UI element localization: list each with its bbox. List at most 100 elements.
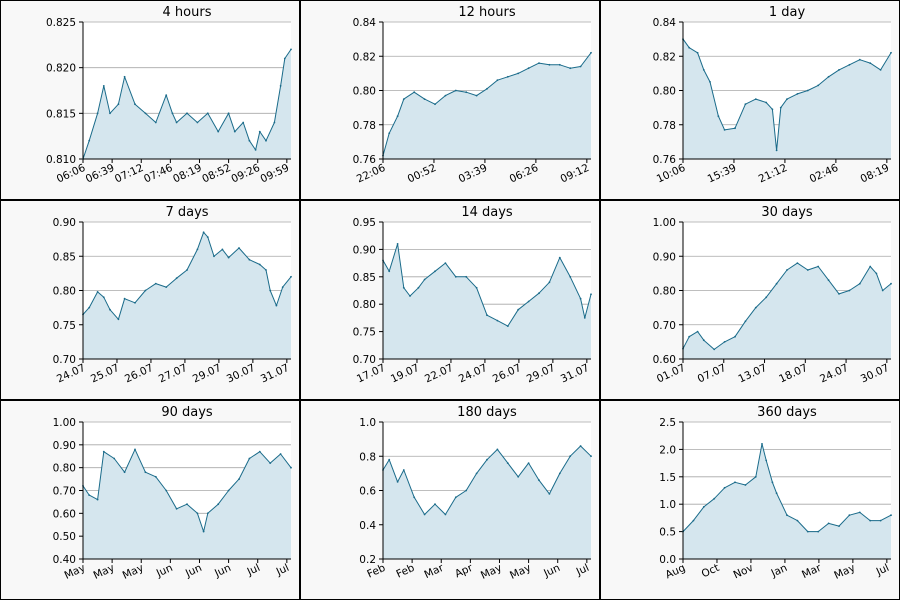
x-tick-label: Jun bbox=[154, 562, 175, 580]
data-point bbox=[186, 112, 188, 115]
data-point bbox=[717, 115, 720, 118]
x-tick-label: May bbox=[92, 562, 117, 582]
y-tick-label: 0.5 bbox=[659, 527, 676, 539]
y-tick-label: 0.6 bbox=[359, 486, 376, 498]
x-tick-label: 19.07 bbox=[389, 362, 421, 386]
data-point bbox=[696, 330, 699, 333]
data-point bbox=[838, 69, 840, 71]
y-tick-label: 1.0 bbox=[359, 417, 376, 429]
data-point bbox=[444, 262, 447, 264]
data-point bbox=[454, 275, 457, 278]
y-tick-label: 0.60 bbox=[53, 508, 76, 520]
data-point bbox=[806, 269, 809, 271]
x-tick-label: 13.07 bbox=[736, 362, 768, 386]
data-point bbox=[388, 270, 391, 273]
data-point bbox=[869, 519, 872, 522]
data-point bbox=[388, 458, 391, 461]
series-area bbox=[383, 52, 591, 159]
y-tick-label: 0.40 bbox=[53, 554, 76, 566]
data-point bbox=[123, 75, 126, 78]
data-point bbox=[506, 325, 509, 327]
series-area bbox=[83, 49, 291, 159]
data-point bbox=[423, 98, 426, 100]
data-point bbox=[779, 106, 782, 109]
data-point bbox=[186, 269, 188, 271]
data-point bbox=[796, 519, 799, 522]
data-point bbox=[702, 69, 705, 71]
data-point bbox=[579, 297, 582, 300]
chart-panel: 180 days 0.2 0.4 0.6 0.8 1.0 Feb Feb Mar Apr May Ma… bbox=[300, 400, 600, 600]
chart-panel: 1 day 0.76 0.78 0.80 0.82 0.84 10:06 15:39 21:12… bbox=[600, 0, 900, 200]
series-line bbox=[382, 52, 592, 156]
x-tick-label: May bbox=[832, 562, 857, 582]
data-point bbox=[279, 85, 282, 87]
data-point bbox=[786, 98, 788, 100]
data-point bbox=[506, 462, 509, 464]
data-point bbox=[165, 286, 168, 288]
x-tick-label: Apr bbox=[453, 562, 475, 581]
series-line bbox=[382, 243, 592, 327]
data-point bbox=[558, 472, 561, 475]
data-point bbox=[517, 475, 520, 478]
y-tick-label: 0.820 bbox=[46, 63, 76, 75]
data-point bbox=[838, 525, 840, 527]
data-point bbox=[396, 115, 399, 118]
y-tick-label: 2.5 bbox=[659, 417, 676, 429]
data-point bbox=[890, 514, 892, 517]
data-point bbox=[221, 248, 224, 251]
data-point bbox=[265, 269, 267, 271]
data-point bbox=[765, 101, 768, 104]
data-point bbox=[723, 341, 726, 343]
data-point bbox=[696, 51, 699, 54]
data-point bbox=[875, 272, 878, 275]
data-point bbox=[583, 317, 586, 319]
data-point bbox=[258, 263, 261, 266]
data-point bbox=[806, 530, 809, 533]
x-tick-label: 26.07 bbox=[491, 362, 523, 386]
data-point bbox=[817, 265, 820, 268]
data-point bbox=[713, 348, 716, 351]
data-point bbox=[402, 286, 405, 289]
data-point bbox=[475, 94, 478, 97]
chart-title: 1 day bbox=[769, 5, 806, 20]
data-point bbox=[165, 94, 168, 96]
data-point bbox=[475, 286, 478, 289]
data-point bbox=[402, 98, 405, 100]
data-point bbox=[290, 466, 292, 469]
data-point bbox=[890, 51, 892, 54]
data-point bbox=[827, 75, 830, 78]
data-point bbox=[269, 462, 272, 464]
data-point bbox=[579, 65, 582, 68]
x-tick-label: 27.07 bbox=[157, 362, 189, 386]
data-point bbox=[496, 79, 499, 82]
data-point bbox=[109, 112, 111, 115]
data-point bbox=[206, 512, 209, 515]
x-tick-label: 26.07 bbox=[123, 362, 155, 386]
y-tick-label: 1.00 bbox=[653, 217, 676, 229]
data-point bbox=[423, 278, 426, 281]
data-point bbox=[283, 57, 286, 60]
data-point bbox=[761, 443, 763, 445]
data-point bbox=[734, 127, 736, 130]
data-point bbox=[806, 89, 809, 92]
data-point bbox=[134, 103, 136, 106]
data-point bbox=[444, 94, 447, 97]
data-point bbox=[848, 514, 851, 517]
data-point bbox=[217, 130, 220, 133]
chart-title: 90 days bbox=[161, 405, 213, 420]
data-point bbox=[227, 489, 230, 492]
x-tick-label: 09:59 bbox=[259, 162, 292, 186]
data-point bbox=[175, 121, 178, 124]
chart-panel: 90 days 0.40 0.50 0.60 0.70 0.80 0.90 1.00 May Ma… bbox=[0, 400, 300, 600]
data-point bbox=[227, 256, 230, 259]
data-point bbox=[186, 503, 188, 506]
data-point bbox=[465, 91, 468, 94]
x-tick-label: Jun bbox=[541, 562, 562, 580]
data-point bbox=[134, 301, 136, 304]
data-point bbox=[88, 306, 91, 309]
data-point bbox=[281, 286, 284, 288]
data-point bbox=[538, 62, 540, 64]
